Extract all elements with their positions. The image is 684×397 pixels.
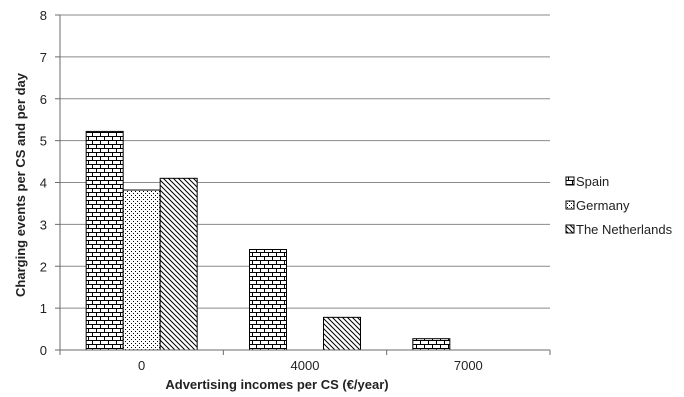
bar-the-netherlands-0 [160, 178, 197, 350]
x-axis-title: Advertising incomes per CS (€/year) [165, 377, 388, 392]
x-tick-label-0: 0 [138, 358, 145, 373]
y-tick-label-5: 5 [40, 134, 47, 149]
y-tick-label-4: 4 [40, 176, 47, 191]
y-tick-label-2: 2 [40, 259, 47, 274]
legend-label-germany: Germany [576, 198, 630, 213]
legend-swatch-the-netherlands [566, 225, 574, 233]
legend: Spain Germany The Netherlands [566, 174, 673, 237]
y-tick-label-0: 0 [40, 343, 47, 358]
bars [86, 131, 450, 350]
bar-spain-0 [86, 131, 123, 350]
legend-label-the-netherlands: The Netherlands [576, 222, 673, 237]
legend-label-spain: Spain [576, 174, 609, 189]
x-tick-label-4000: 4000 [291, 358, 320, 373]
y-tick-label-8: 8 [40, 8, 47, 23]
y-axis-title: Charging events per CS and per day [13, 72, 28, 297]
y-tick-label-3: 3 [40, 217, 47, 232]
bar-spain-7000 [413, 339, 450, 350]
legend-swatch-germany [566, 201, 574, 209]
y-tick-label-1: 1 [40, 301, 47, 316]
y-tick-label-7: 7 [40, 50, 47, 65]
y-tick-label-6: 6 [40, 92, 47, 107]
bar-the-netherlands-4000 [324, 317, 361, 350]
x-tick-label-7000: 7000 [454, 358, 483, 373]
legend-swatch-spain [566, 177, 574, 185]
bar-germany-0 [123, 190, 160, 350]
bar-spain-4000 [250, 250, 287, 351]
